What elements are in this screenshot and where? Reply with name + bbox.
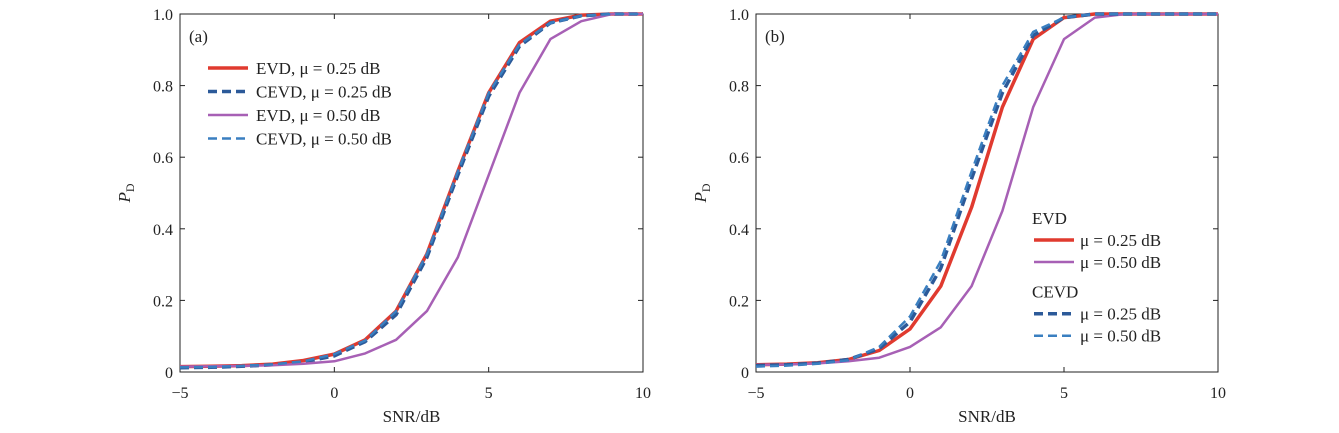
x-tick-label: 0: [330, 385, 338, 402]
y-tick-label: 0.6: [153, 150, 173, 167]
x-tick-label: 5: [485, 385, 493, 402]
y-tick-label: 0.8: [729, 79, 749, 96]
legend-entry: EVD, μ = 0.50 dB: [256, 106, 380, 125]
y-tick-label: 1.0: [153, 7, 173, 24]
chart-panel-a: −5 0 5 10 0 0.2 0.4 0.6 0.8 1.0 SNR/dB PD (a) EVD, μ …: [115, 7, 651, 426]
chart-panel-b: −5 0 5 10 0 0.2 0.4 0.6 0.8 1.0 SNR/dB PD (b) EVD μ = …: [691, 7, 1226, 426]
legend-entry: EVD, μ = 0.25 dB: [256, 59, 380, 78]
y-tick-label: 0.6: [729, 150, 749, 167]
x-tick-label: 5: [1060, 385, 1068, 402]
x-tick-label: 10: [1210, 385, 1226, 402]
x-axis-label: SNR/dB: [383, 407, 441, 426]
y-tick-label: 0: [165, 365, 173, 382]
legend-entry: μ = 0.25 dB: [1080, 305, 1161, 324]
y-tick-label: 0: [741, 365, 749, 382]
x-tick-label: −5: [171, 385, 188, 402]
legend-group-header: CEVD: [1032, 283, 1078, 302]
y-tick-label: 0.8: [153, 79, 173, 96]
legend-entry: CEVD, μ = 0.50 dB: [256, 130, 392, 149]
x-tick-label: −5: [747, 385, 764, 402]
panel-label: (a): [189, 27, 208, 46]
plot-area-frame: [755, 13, 1219, 373]
y-tick-label: 0.4: [153, 222, 173, 239]
plot-area-frame: [179, 13, 644, 373]
legend-entry: μ = 0.50 dB: [1080, 253, 1161, 272]
series-line: [179, 12, 643, 369]
series-line: [179, 12, 643, 369]
y-axis-label-main: P: [691, 192, 710, 203]
panel-label: (b): [765, 27, 785, 46]
y-tick-label: 0.2: [153, 293, 173, 310]
legend-entry: μ = 0.50 dB: [1080, 327, 1161, 346]
legend-group-header: EVD: [1032, 209, 1067, 228]
series-line: [179, 12, 643, 368]
series-line: [755, 12, 1218, 368]
x-tick-label: 0: [906, 385, 914, 402]
series-line: [179, 12, 643, 370]
x-axis-label: SNR/dB: [958, 407, 1016, 426]
x-tick-label: 10: [635, 385, 651, 402]
y-tick-label: 1.0: [729, 7, 749, 24]
y-axis-label: PD: [115, 183, 137, 203]
y-axis-label: PD: [691, 183, 713, 203]
y-axis-label-subscript: D: [123, 183, 137, 192]
y-tick-label: 0.2: [729, 293, 749, 310]
legend-entry: μ = 0.25 dB: [1080, 231, 1161, 250]
legend-entry: CEVD, μ = 0.25 dB: [256, 83, 392, 102]
y-tick-label: 0.4: [729, 222, 749, 239]
y-axis-label-main: P: [115, 192, 134, 203]
y-axis-label-subscript: D: [699, 183, 713, 192]
